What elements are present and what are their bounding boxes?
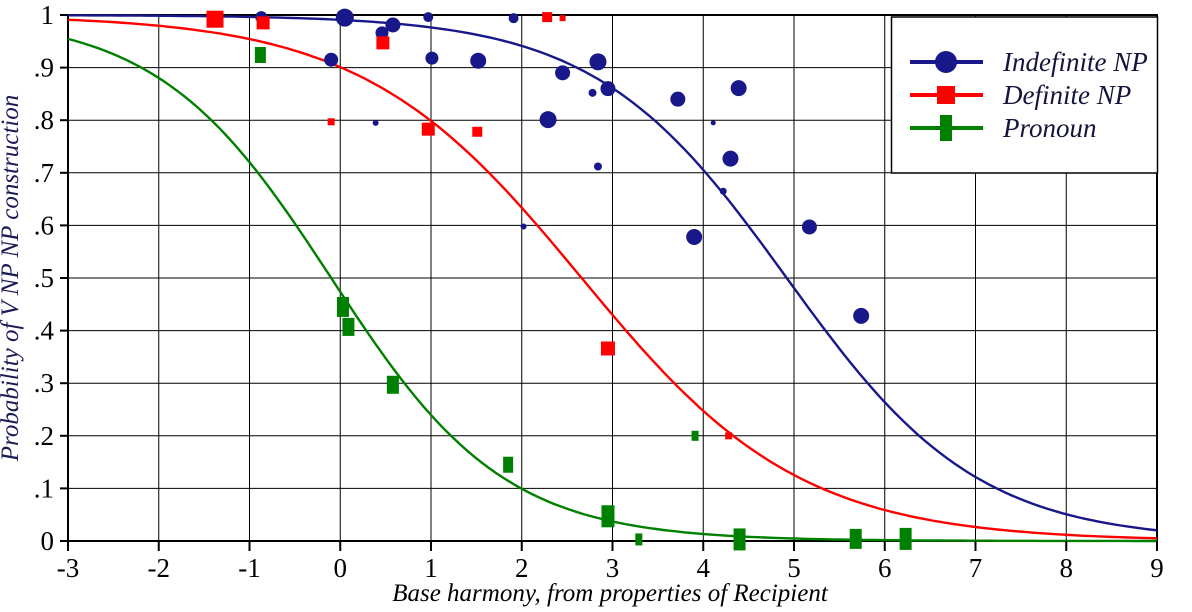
point-indefinite-np bbox=[686, 228, 703, 245]
point-indefinite-np bbox=[589, 53, 607, 71]
point-indefinite-np bbox=[853, 307, 870, 324]
legend-label: Pronoun bbox=[1002, 113, 1097, 143]
legend-marker-vbar bbox=[940, 115, 952, 141]
y-tick-label: .1 bbox=[34, 473, 54, 503]
point-indefinite-np bbox=[730, 80, 747, 97]
y-tick-label: 1 bbox=[41, 0, 55, 30]
point-definite-np bbox=[327, 118, 335, 126]
point-indefinite-np bbox=[539, 111, 557, 129]
y-tick-label: .5 bbox=[34, 263, 54, 293]
tick-labels: -3 -2 -1 0 1 2 3 4 5 6 7 8 9 0 .1 .2 .3 .4 .5 .6 .7 .8 .9 1 bbox=[34, 0, 1164, 583]
point-indefinite-np bbox=[588, 88, 597, 97]
x-tick-label: 9 bbox=[1150, 553, 1164, 583]
y-tick-label: 0 bbox=[41, 526, 55, 556]
x-tick-label: 7 bbox=[969, 553, 983, 583]
point-pronoun bbox=[849, 528, 862, 549]
point-indefinite-np bbox=[423, 12, 434, 23]
axis-ticks bbox=[60, 14, 1158, 551]
point-definite-np bbox=[421, 122, 435, 136]
x-tick-label: 4 bbox=[697, 553, 711, 583]
y-tick-label: .4 bbox=[34, 316, 55, 346]
point-indefinite-np bbox=[508, 13, 519, 24]
legend-marker-square bbox=[937, 86, 955, 104]
point-pronoun bbox=[386, 375, 399, 394]
point-indefinite-np bbox=[710, 120, 716, 126]
point-indefinite-np bbox=[335, 8, 354, 27]
point-indefinite-np bbox=[719, 187, 727, 195]
legend-marker-circle bbox=[935, 51, 957, 73]
x-tick-label: 6 bbox=[878, 553, 892, 583]
x-tick-label: 2 bbox=[515, 553, 529, 583]
point-definite-np bbox=[559, 15, 566, 22]
x-tick-label: -2 bbox=[148, 553, 171, 583]
point-indefinite-np bbox=[470, 52, 487, 69]
point-definite-np bbox=[600, 341, 615, 356]
x-tick-label: 3 bbox=[606, 553, 620, 583]
x-tick-label: -1 bbox=[238, 553, 261, 583]
point-indefinite-np bbox=[372, 119, 379, 126]
point-indefinite-np bbox=[670, 91, 686, 107]
legend-label: Indefinite NP bbox=[1002, 47, 1148, 77]
point-indefinite-np bbox=[520, 223, 527, 230]
curve-definite-np bbox=[67, 18, 1158, 540]
point-indefinite-np bbox=[801, 219, 817, 235]
point-indefinite-np bbox=[593, 162, 602, 171]
point-pronoun bbox=[336, 296, 349, 317]
x-tick-label: 5 bbox=[787, 553, 801, 583]
point-definite-np bbox=[256, 16, 270, 30]
point-pronoun bbox=[691, 430, 699, 441]
x-tick-label: 8 bbox=[1060, 553, 1074, 583]
point-indefinite-np bbox=[385, 17, 401, 33]
point-pronoun bbox=[733, 528, 746, 551]
point-pronoun bbox=[899, 527, 912, 550]
point-indefinite-np bbox=[600, 81, 616, 97]
legend-label: Definite NP bbox=[1002, 80, 1131, 110]
point-indefinite-np bbox=[425, 51, 439, 65]
point-pronoun bbox=[342, 317, 355, 336]
x-axis-title: Base harmony, from properties of Recipie… bbox=[392, 580, 829, 607]
y-tick-label: .9 bbox=[34, 53, 54, 83]
point-pronoun bbox=[601, 505, 615, 528]
point-definite-np bbox=[376, 36, 390, 50]
point-definite-np bbox=[472, 126, 483, 137]
point-indefinite-np bbox=[722, 150, 739, 167]
point-indefinite-np bbox=[555, 65, 571, 81]
point-pronoun bbox=[503, 456, 514, 473]
point-definite-np bbox=[725, 432, 733, 440]
y-tick-label: .6 bbox=[34, 210, 54, 240]
point-indefinite-np bbox=[375, 26, 389, 40]
point-pronoun bbox=[635, 533, 643, 546]
x-tick-label: -3 bbox=[57, 553, 80, 583]
y-tick-label: .3 bbox=[34, 368, 54, 398]
x-tick-label: 1 bbox=[424, 553, 438, 583]
point-pronoun bbox=[254, 46, 266, 63]
point-definite-np bbox=[542, 12, 553, 23]
y-tick-label: .7 bbox=[34, 158, 54, 188]
data-points bbox=[206, 8, 912, 551]
y-tick-label: .2 bbox=[34, 421, 54, 451]
point-definite-np bbox=[206, 10, 224, 28]
point-indefinite-np bbox=[324, 52, 339, 67]
y-tick-label: .8 bbox=[34, 105, 54, 135]
x-tick-label: 0 bbox=[334, 553, 348, 583]
y-axis-title: Probability of V NP NP construction bbox=[0, 95, 24, 462]
